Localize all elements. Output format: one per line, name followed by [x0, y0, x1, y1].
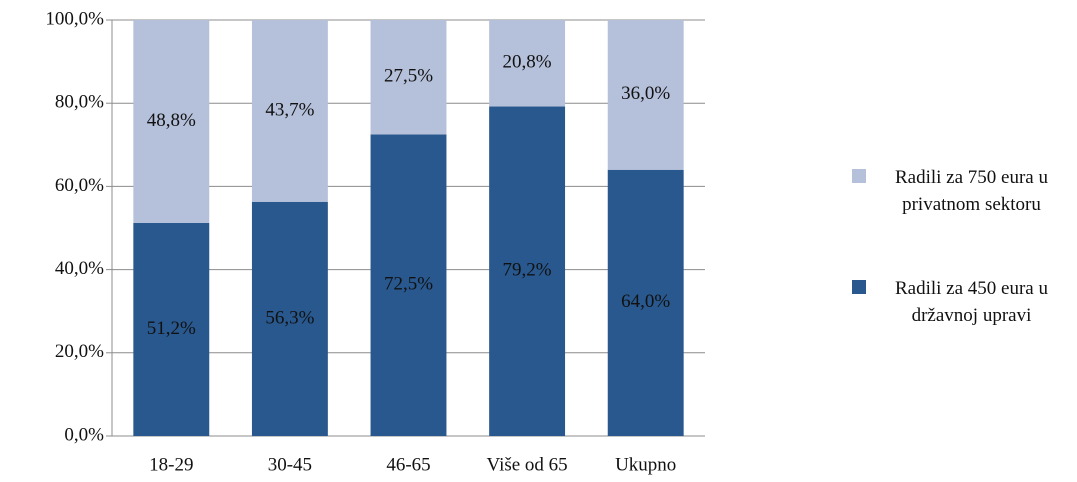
legend-swatch: [852, 280, 866, 294]
data-label: 64,0%: [621, 291, 670, 312]
bar-segment: [133, 223, 210, 436]
bar-segment: [607, 169, 684, 436]
y-tick-label: 40,0%: [55, 258, 104, 279]
bar-segment: [489, 20, 566, 107]
y-tick-label: 60,0%: [55, 175, 104, 196]
data-label: 48,8%: [147, 110, 196, 131]
bar-segment: [133, 20, 210, 224]
legend-label: Radili za 750 eura u privatnom sektoru: [894, 167, 1048, 215]
legend-label: Radili za 450 eura u državnoj upravi: [894, 278, 1048, 326]
x-tick-label: 30-45: [268, 454, 312, 475]
x-tick-label: 18-29: [149, 454, 193, 475]
bar-segment: [370, 134, 447, 436]
bar-segment: [489, 106, 566, 436]
x-tick-label: Ukupno: [615, 454, 676, 475]
legend-item: Radili za 750 eura u privatnom sektoru: [852, 164, 1074, 218]
data-label: 27,5%: [384, 66, 433, 87]
x-tick-label: Više od 65: [487, 454, 568, 475]
legend-item: Radili za 450 eura u državnoj upravi: [852, 275, 1074, 329]
bar-segment: [251, 201, 328, 436]
data-label: 43,7%: [265, 99, 314, 120]
y-tick-label: 0,0%: [64, 424, 104, 445]
x-tick-label: 46-65: [386, 454, 430, 475]
data-label: 20,8%: [503, 52, 552, 73]
data-label: 72,5%: [384, 274, 433, 295]
y-tick-label: 100,0%: [45, 8, 104, 29]
data-label: 56,3%: [265, 307, 314, 328]
bar-segment: [607, 20, 684, 170]
data-label: 51,2%: [147, 318, 196, 339]
y-tick-label: 80,0%: [55, 92, 104, 113]
data-label: 79,2%: [503, 260, 552, 281]
legend-swatch: [852, 169, 866, 183]
bar-segment: [251, 20, 328, 202]
data-label: 36,0%: [621, 83, 670, 104]
y-tick-label: 20,0%: [55, 341, 104, 362]
bar-segment: [370, 20, 447, 135]
